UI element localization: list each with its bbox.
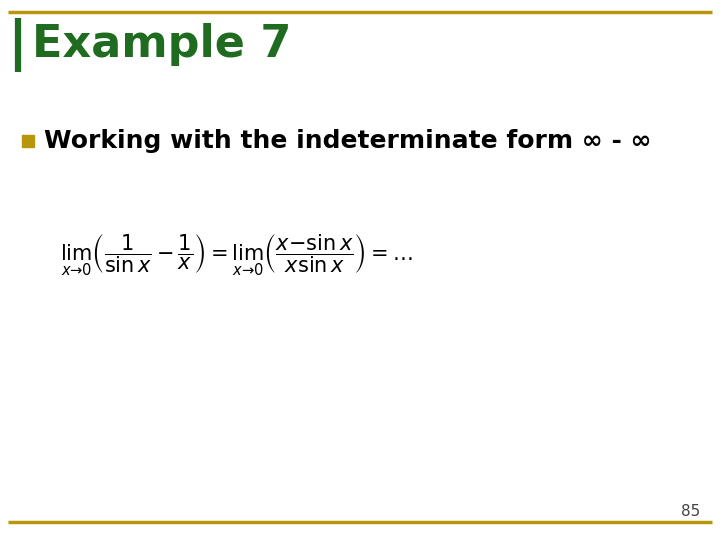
Text: Working with the indeterminate form ∞ - ∞: Working with the indeterminate form ∞ - … bbox=[44, 129, 652, 153]
Bar bbox=[22, 135, 34, 147]
Text: Example 7: Example 7 bbox=[32, 24, 292, 66]
Text: 85: 85 bbox=[680, 504, 700, 519]
Text: $\lim_{x \to 0}\left(\dfrac{1}{\sin x} - \dfrac{1}{x}\right) = \lim_{x \to 0}\le: $\lim_{x \to 0}\left(\dfrac{1}{\sin x} -… bbox=[60, 232, 413, 278]
